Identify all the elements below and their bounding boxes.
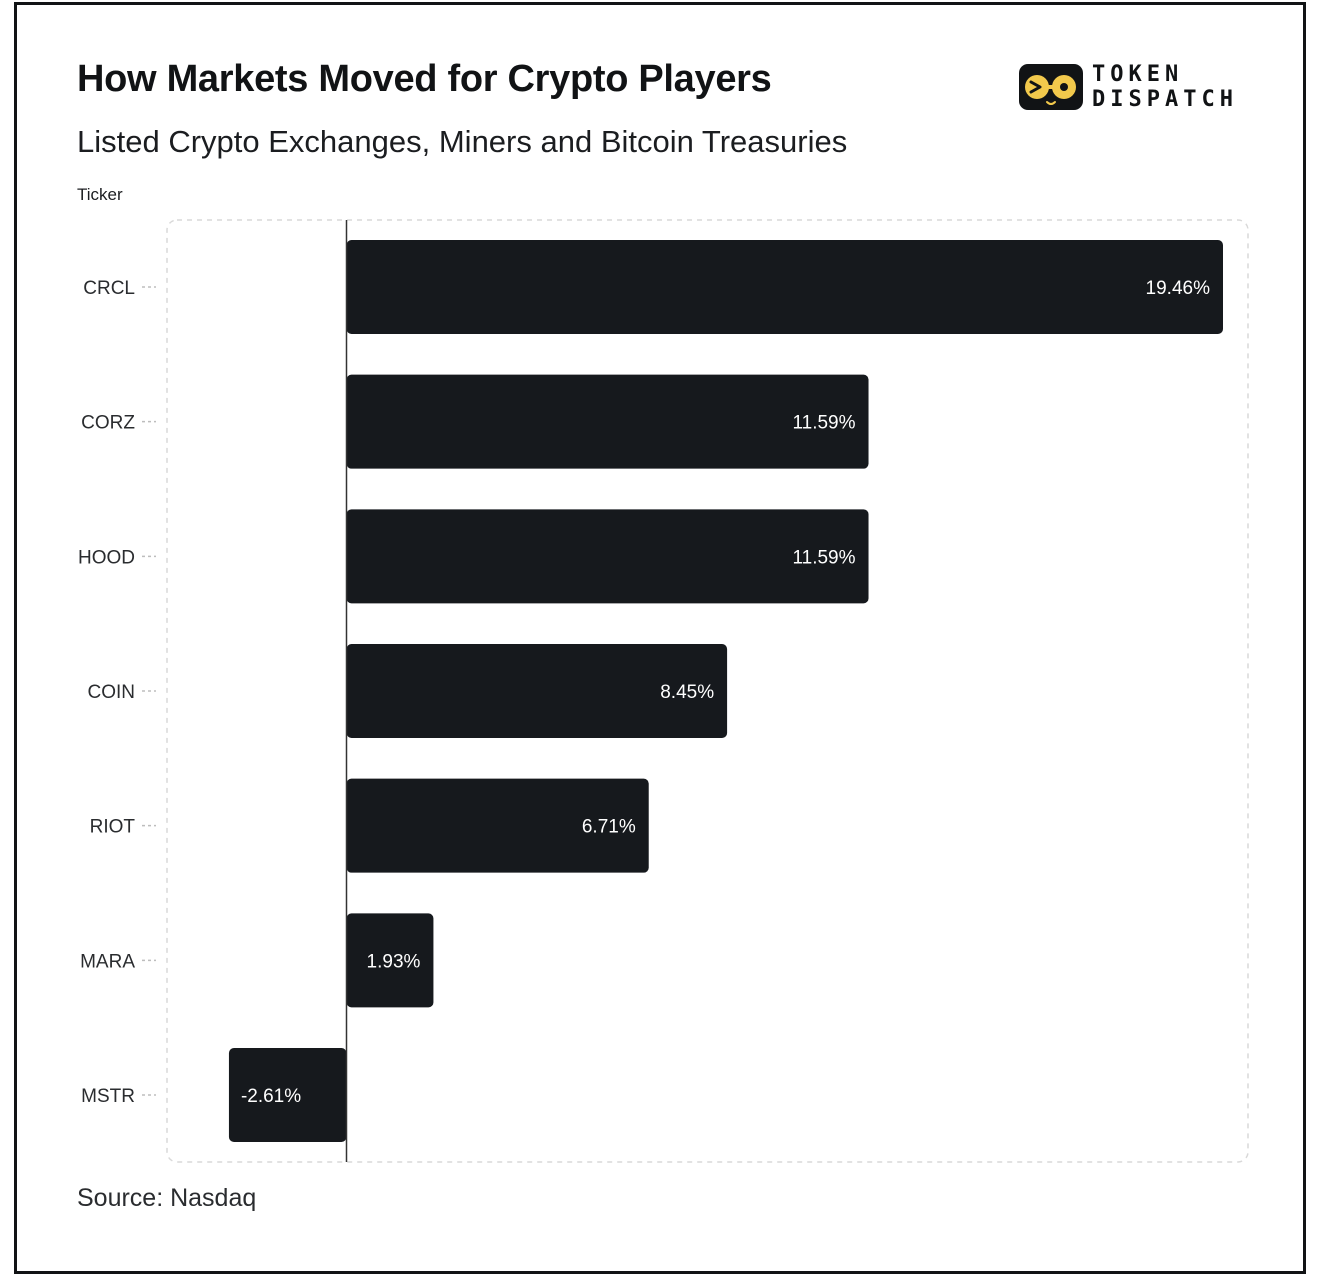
y-tick-label-hood: HOOD — [78, 547, 135, 568]
data-label-hood: 11.59% — [792, 547, 855, 568]
token-dispatch-logo: TOKEN DISPATCH — [1018, 62, 1283, 120]
data-label-mara: 1.93% — [367, 951, 421, 972]
bar-riot — [346, 778, 649, 873]
y-tick-label-mara: MARA — [80, 951, 135, 972]
y-tick-label-mstr: MSTR — [81, 1086, 135, 1107]
data-label-mstr: -2.61% — [241, 1086, 301, 1107]
bar-hood — [346, 509, 869, 604]
y-tick-label-crcl: CRCL — [83, 278, 135, 299]
goggles-face-icon — [1019, 64, 1083, 110]
logo-wordmark-line2: DISPATCH — [1092, 87, 1238, 112]
chart-title: How Markets Moved for Crypto Players — [77, 58, 772, 100]
plot-area-border — [166, 219, 1249, 1163]
logo-wordmark-line1: TOKEN — [1092, 62, 1184, 87]
y-axis-title: Ticker — [77, 185, 123, 204]
data-label-riot: 6.71% — [582, 817, 636, 838]
bar-crcl — [346, 240, 1223, 334]
bar-corz — [346, 374, 869, 469]
source-note: Source: Nasdaq — [77, 1184, 257, 1212]
y-tick-label-corz: CORZ — [81, 413, 135, 434]
data-label-crcl: 19.46% — [1146, 278, 1211, 299]
y-tick-label-riot: RIOT — [90, 817, 136, 838]
bar-coin — [346, 644, 728, 739]
data-label-coin: 8.45% — [660, 682, 714, 703]
data-label-corz: 11.59% — [792, 413, 855, 434]
y-tick-label-coin: COIN — [88, 682, 136, 703]
bar-mara — [346, 913, 434, 1008]
bar-mstr — [228, 1048, 347, 1143]
chart-subtitle: Listed Crypto Exchanges, Miners and Bitc… — [77, 124, 848, 159]
